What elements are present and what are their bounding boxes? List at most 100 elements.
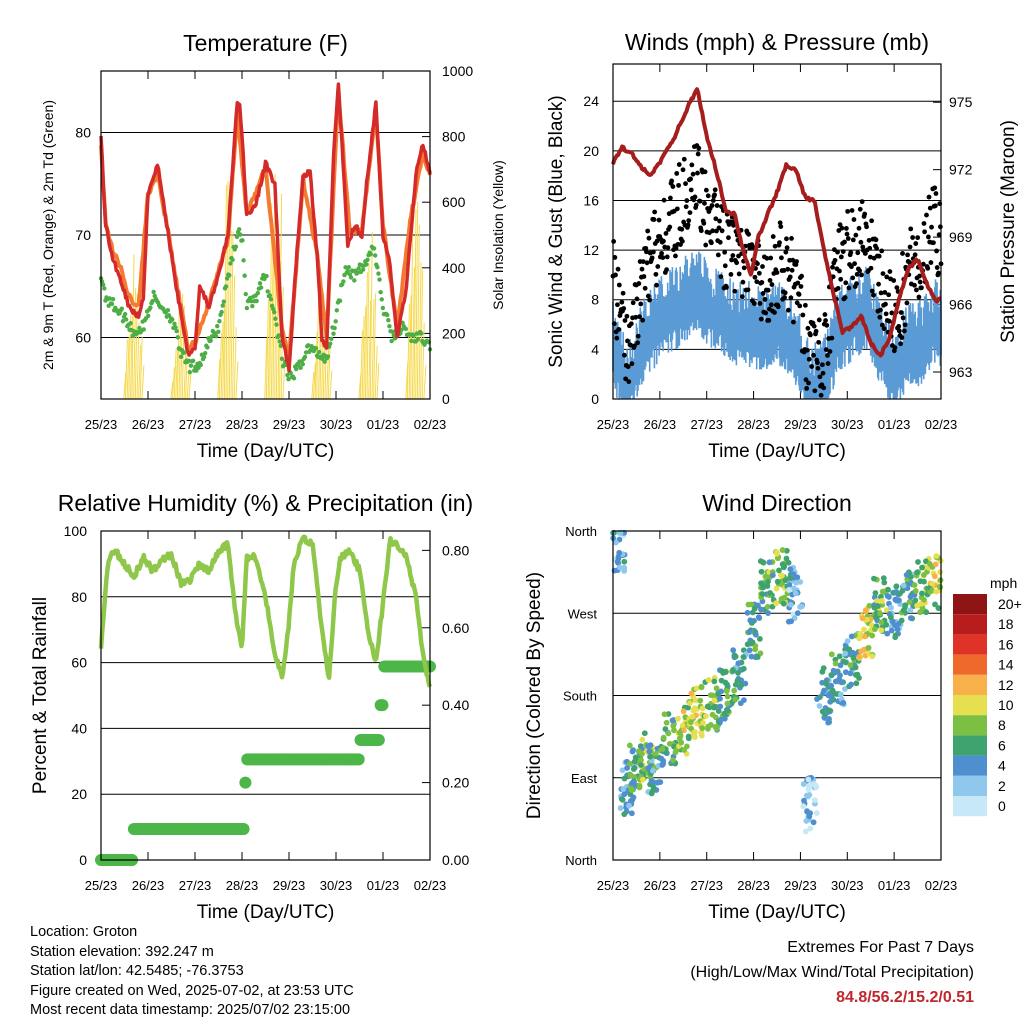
- gust-point: [849, 208, 855, 213]
- gust-point: [734, 260, 740, 266]
- dewpoint-point: [227, 273, 232, 278]
- colorbar-label: 0: [998, 798, 1006, 814]
- direction-point: [877, 610, 883, 617]
- direction-point: [621, 558, 628, 565]
- direction-point: [929, 580, 936, 587]
- gust-point: [927, 205, 933, 211]
- dewpoint-point: [274, 322, 279, 327]
- gust-point: [854, 271, 860, 277]
- gust-point: [850, 275, 856, 281]
- direction-point: [635, 748, 642, 755]
- dewpoint-point: [343, 265, 348, 270]
- gust-point: [767, 277, 773, 283]
- gust-point: [645, 293, 651, 299]
- gust-point: [736, 271, 742, 277]
- gust-point: [781, 268, 787, 273]
- gust-point: [857, 206, 863, 212]
- direction-point: [785, 559, 792, 566]
- dewpoint-point: [346, 265, 352, 270]
- dewpoint-point: [337, 298, 343, 304]
- gust-point: [864, 224, 869, 230]
- dewpoint-point: [258, 285, 264, 290]
- direction-point: [837, 672, 843, 679]
- direction-point: [888, 627, 895, 634]
- dewpoint-point: [273, 316, 278, 321]
- direction-point: [691, 729, 698, 735]
- direction-point: [828, 694, 835, 701]
- panel-direction: Wind Direction Time (Day/UTC) 25/23 26/23 27…: [524, 490, 957, 923]
- direction-point: [621, 791, 628, 798]
- y2-tick-label: 1000: [442, 63, 473, 79]
- x-tick-label: 26/23: [644, 878, 677, 893]
- gust-point: [698, 228, 704, 234]
- direction-point: [732, 653, 739, 660]
- direction-point: [856, 635, 863, 642]
- gust-point: [804, 386, 810, 391]
- direction-point: [790, 571, 796, 578]
- gust-point: [832, 257, 838, 263]
- gust-point: [740, 279, 746, 285]
- gust-point: [772, 310, 777, 315]
- dewpoint-point: [331, 331, 336, 336]
- gust-point: [741, 265, 747, 271]
- dewpoint-point: [243, 291, 248, 297]
- gust-point: [798, 284, 804, 289]
- dewpoint-point: [294, 366, 299, 372]
- gust-point: [659, 250, 664, 256]
- dewpoint-point: [109, 301, 115, 307]
- direction-point: [778, 596, 785, 602]
- direction-point: [933, 588, 940, 595]
- direction-point: [769, 572, 776, 579]
- gust-point: [866, 237, 872, 243]
- gust-point: [697, 198, 703, 204]
- dewpoint-point: [375, 264, 380, 270]
- x-tick-label: 01/23: [878, 878, 911, 893]
- direction-point: [828, 682, 835, 689]
- gust-point: [629, 361, 635, 367]
- gust-point: [814, 360, 820, 366]
- dewpoint-point: [201, 354, 207, 360]
- dewpoint-point: [170, 317, 175, 322]
- direction-point: [724, 693, 731, 700]
- direction-point: [758, 568, 765, 575]
- gust-point: [669, 178, 675, 184]
- gust-point: [760, 264, 765, 269]
- dewpoint-point: [224, 276, 230, 281]
- y-tick-label: 40: [71, 720, 87, 736]
- colorbar-label: 6: [998, 737, 1006, 753]
- y-tick-label: South: [563, 689, 597, 704]
- gust-point: [621, 306, 627, 311]
- gust-point: [703, 187, 709, 193]
- direction-point: [932, 561, 939, 568]
- direction-point: [912, 597, 919, 604]
- gust-point: [879, 322, 885, 328]
- gust-point: [676, 182, 681, 188]
- gust-point: [850, 237, 856, 243]
- direction-point: [645, 765, 652, 771]
- gust-point: [796, 292, 802, 297]
- direction-point: [926, 561, 933, 567]
- pressure-series: [611, 87, 942, 358]
- gust-point: [664, 267, 670, 273]
- extremes-box: Extremes For Past 7 Days (High/Low/Max W…: [690, 935, 974, 1010]
- y2-tick-label: 966: [949, 297, 973, 313]
- dewpoint-point: [279, 356, 285, 362]
- gust-point: [683, 181, 688, 187]
- dewpoint-point: [376, 271, 381, 276]
- precip-point: [372, 734, 385, 747]
- x-tick-label: 26/23: [132, 878, 165, 893]
- gust-point: [876, 253, 882, 259]
- gust-point: [824, 322, 830, 328]
- direction-point: [698, 729, 705, 736]
- direction-point: [758, 580, 764, 587]
- gust-point: [758, 316, 764, 322]
- direction-point: [621, 811, 628, 818]
- gust-point: [879, 248, 885, 254]
- y-tick-label: 80: [71, 589, 87, 605]
- x-tick-label: 28/23: [226, 417, 259, 432]
- direction-point: [792, 590, 799, 597]
- direction-point: [900, 607, 907, 614]
- direction-point: [861, 633, 868, 640]
- gust-point: [757, 301, 763, 306]
- gust-point: [649, 255, 655, 261]
